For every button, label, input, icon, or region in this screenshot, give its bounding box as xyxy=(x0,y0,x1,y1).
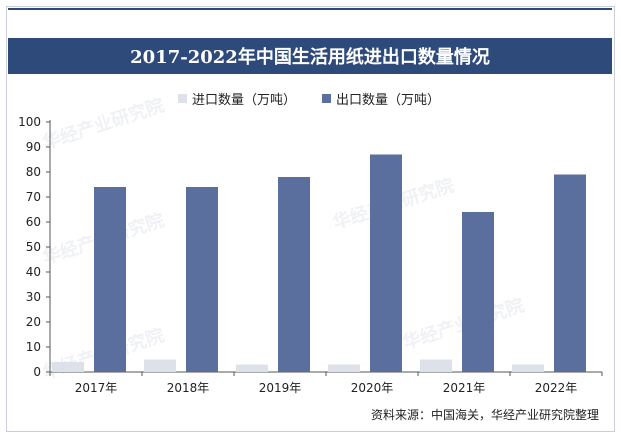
chart-legend: 进口数量（万吨） 出口数量（万吨） xyxy=(178,88,466,108)
y-tick-label: 20 xyxy=(26,315,41,329)
chart-title: 2017-2022年中国生活用纸进出口数量情况 xyxy=(8,38,612,74)
y-tick-label: 90 xyxy=(26,140,41,154)
x-tick-label: 2018年 xyxy=(167,381,210,395)
x-tick-label: 2019年 xyxy=(259,381,302,395)
legend-swatch-export xyxy=(322,93,332,103)
legend-item-import: 进口数量（万吨） xyxy=(178,89,296,108)
legend-label-export: 出口数量（万吨） xyxy=(336,92,441,108)
y-tick-label: 40 xyxy=(26,265,41,279)
bar-export xyxy=(94,187,126,372)
y-tick-label: 60 xyxy=(26,215,41,229)
legend-swatch-import xyxy=(178,93,187,103)
bar-export xyxy=(554,174,586,372)
bar-import xyxy=(236,364,268,372)
source-note: 资料来源：中国海关，华经产业研究院整理 xyxy=(370,408,599,422)
y-tick-label: 70 xyxy=(26,190,41,204)
y-tick-label: 10 xyxy=(26,340,41,354)
x-tick-label: 2020年 xyxy=(351,381,394,395)
bar-export xyxy=(278,177,310,372)
bar-export xyxy=(462,212,494,372)
y-tick-label: 80 xyxy=(26,165,41,179)
y-tick-label: 30 xyxy=(26,290,41,304)
top-rule xyxy=(8,8,612,10)
y-tick-label: 0 xyxy=(33,365,41,379)
legend-item-export: 出口数量（万吨） xyxy=(322,89,440,108)
bar-import xyxy=(144,359,176,372)
bar-export xyxy=(370,154,402,372)
y-tick-label: 100 xyxy=(18,115,41,129)
bar-import xyxy=(420,359,452,372)
x-tick-label: 2017年 xyxy=(75,381,118,395)
bar-import xyxy=(512,364,544,372)
x-tick-label: 2022年 xyxy=(535,381,578,395)
y-tick-label: 50 xyxy=(26,240,41,254)
x-tick-label: 2021年 xyxy=(443,381,486,395)
bar-import xyxy=(328,364,360,372)
legend-label-import: 进口数量（万吨） xyxy=(192,92,297,108)
bar-export xyxy=(186,187,218,372)
bar-import xyxy=(52,362,84,372)
